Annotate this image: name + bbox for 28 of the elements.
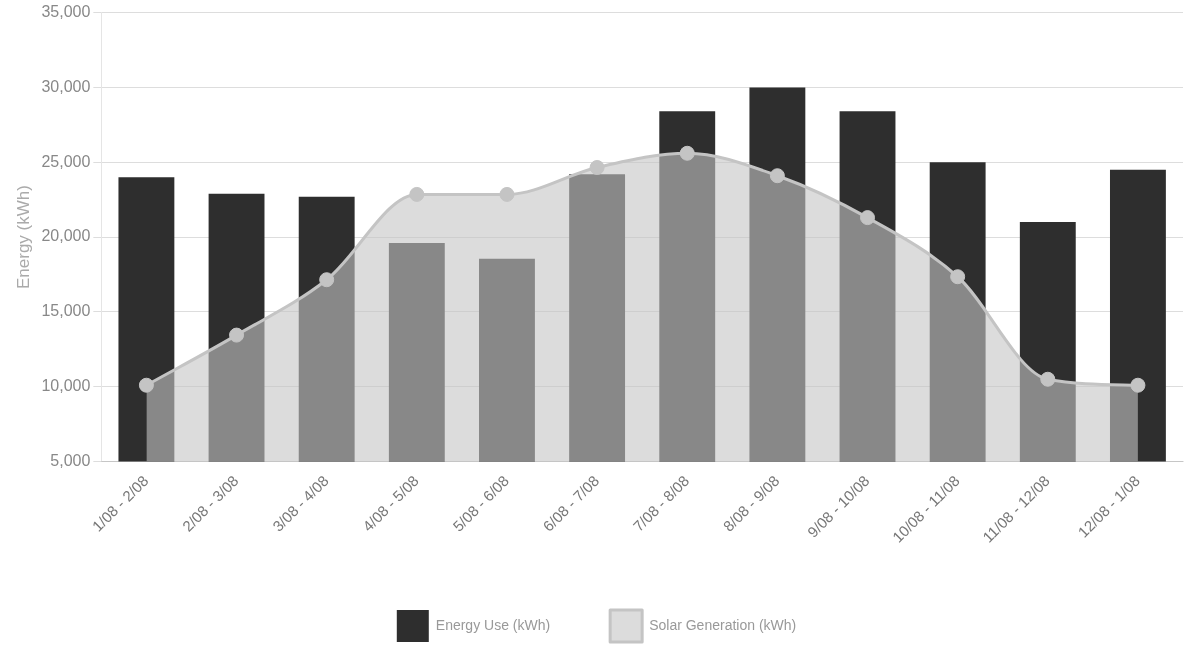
x-tick-label: 6/08 - 7/08 [539, 471, 603, 535]
x-tick-label: 7/08 - 8/08 [629, 471, 693, 535]
x-tick-label: 5/08 - 6/08 [449, 471, 513, 535]
y-tick-label: 20,000 [41, 227, 91, 245]
y-tick-label: 25,000 [41, 152, 91, 170]
point [138, 377, 154, 393]
point [679, 145, 695, 161]
y-tick-label: 10,000 [41, 377, 91, 395]
point [1040, 371, 1056, 387]
point [409, 186, 425, 202]
point [769, 168, 785, 184]
x-tick-label: 8/08 - 9/08 [719, 471, 783, 535]
point [229, 327, 245, 343]
point [589, 159, 605, 175]
point [950, 269, 966, 285]
y-tick-label: 35,000 [41, 3, 91, 21]
point [1130, 377, 1146, 393]
x-tick-label: 3/08 - 4/08 [269, 471, 332, 535]
point [499, 186, 515, 202]
point [860, 210, 876, 226]
y-tick-label: 30,000 [41, 77, 91, 95]
y-tick-label: 5,000 [50, 451, 91, 469]
x-tick-label: 4/08 - 5/08 [359, 471, 422, 535]
y-tick-label: 15,000 [41, 302, 91, 320]
legend-label: Energy Use (kWh) [435, 616, 551, 633]
legend-label: Solar Generation (kWh) [649, 616, 797, 633]
point [319, 272, 335, 288]
y-axis-title: Energy (kWh) [13, 185, 33, 290]
